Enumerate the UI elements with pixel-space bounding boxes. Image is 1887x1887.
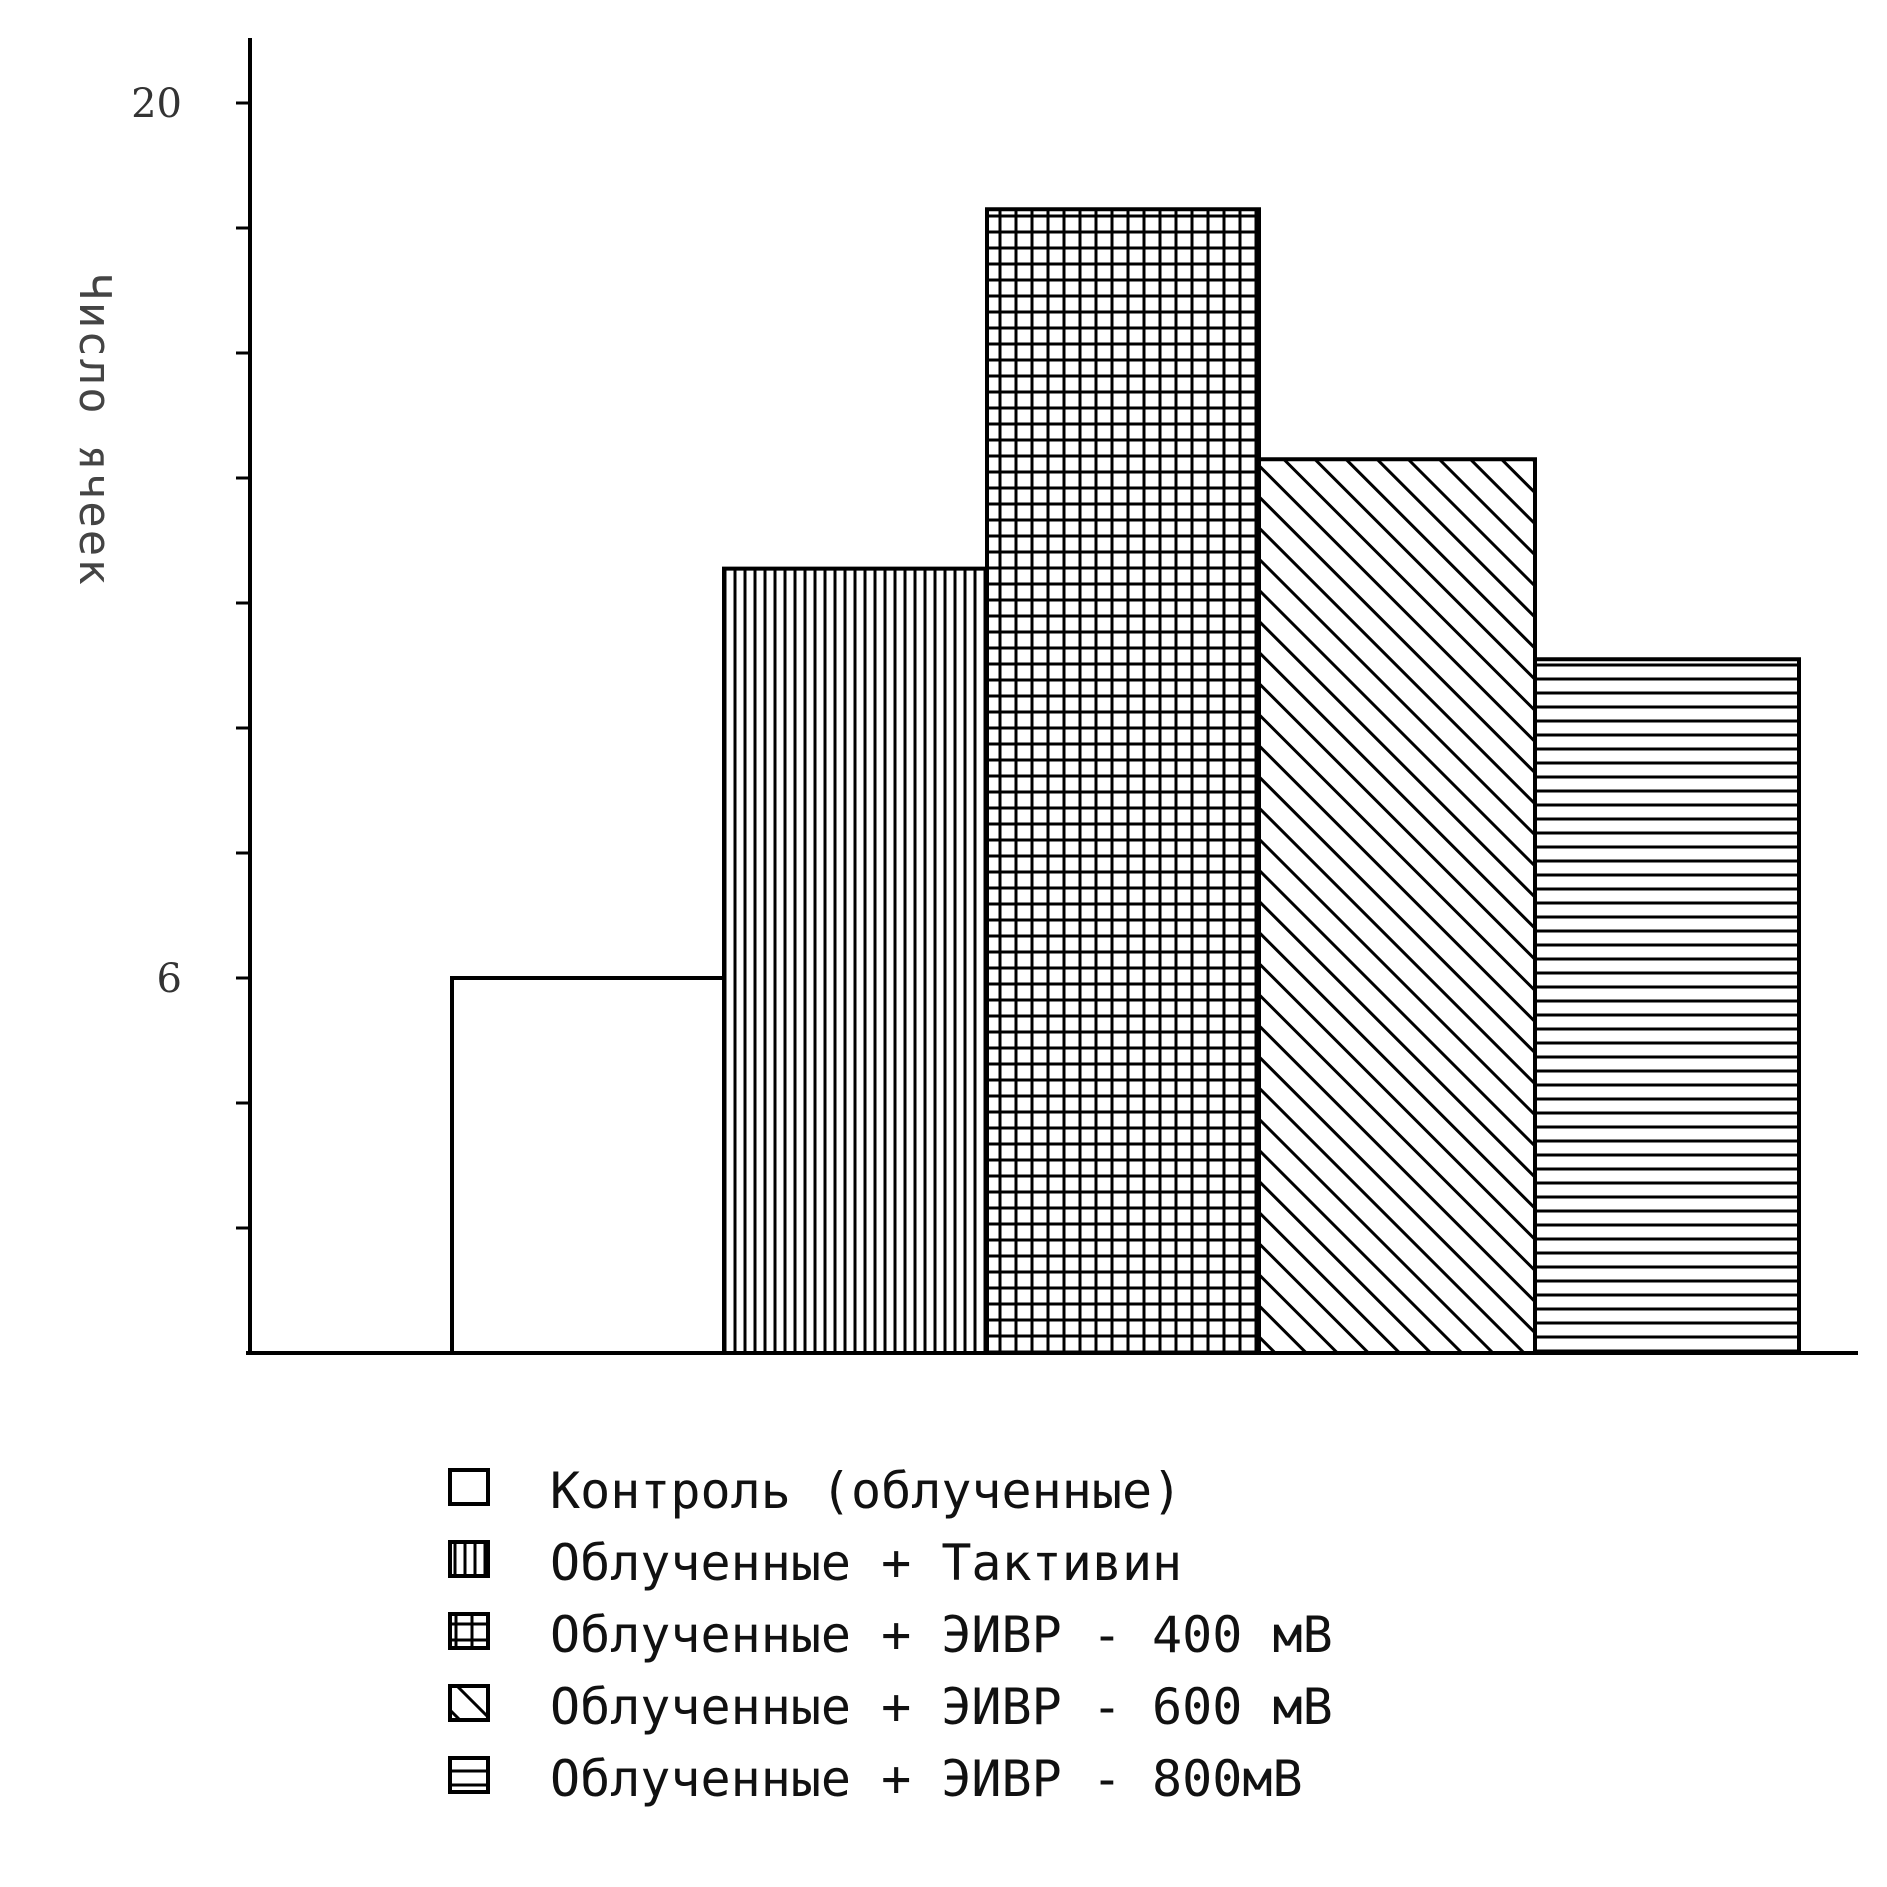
bar-1 [450,976,726,1355]
bar-2 [722,566,989,1355]
y-tick-label: 20 [131,81,182,127]
legend-swatch [448,1756,490,1794]
legend-label: Контроль (облученные) [550,1462,1182,1520]
legend-item: Облученные + ЭИВР - 800мВ [448,1750,1303,1808]
bar-4 [1257,457,1537,1355]
bar-5 [1533,657,1801,1355]
y-axis-label: Число ячеек [69,273,120,586]
bar-3 [985,207,1261,1355]
legend-label: Облученные + Тактивин [550,1534,1182,1592]
legend-label: Облученные + ЭИВР - 400 мВ [550,1606,1333,1664]
legend-label: Облученные + ЭИВР - 600 мВ [550,1678,1333,1736]
legend-item: Облученные + ЭИВР - 400 мВ [448,1606,1333,1664]
legend-swatch [448,1612,490,1650]
legend-swatch [448,1468,490,1506]
legend-item: Облученные + ЭИВР - 600 мВ [448,1678,1333,1736]
legend-swatch [448,1540,490,1578]
legend-swatch [448,1684,490,1722]
legend-label: Облученные + ЭИВР - 800мВ [550,1750,1303,1808]
y-tick-label: 6 [157,956,182,1002]
legend-item: Облученные + Тактивин [448,1534,1182,1592]
legend-item: Контроль (облученные) [448,1462,1182,1520]
